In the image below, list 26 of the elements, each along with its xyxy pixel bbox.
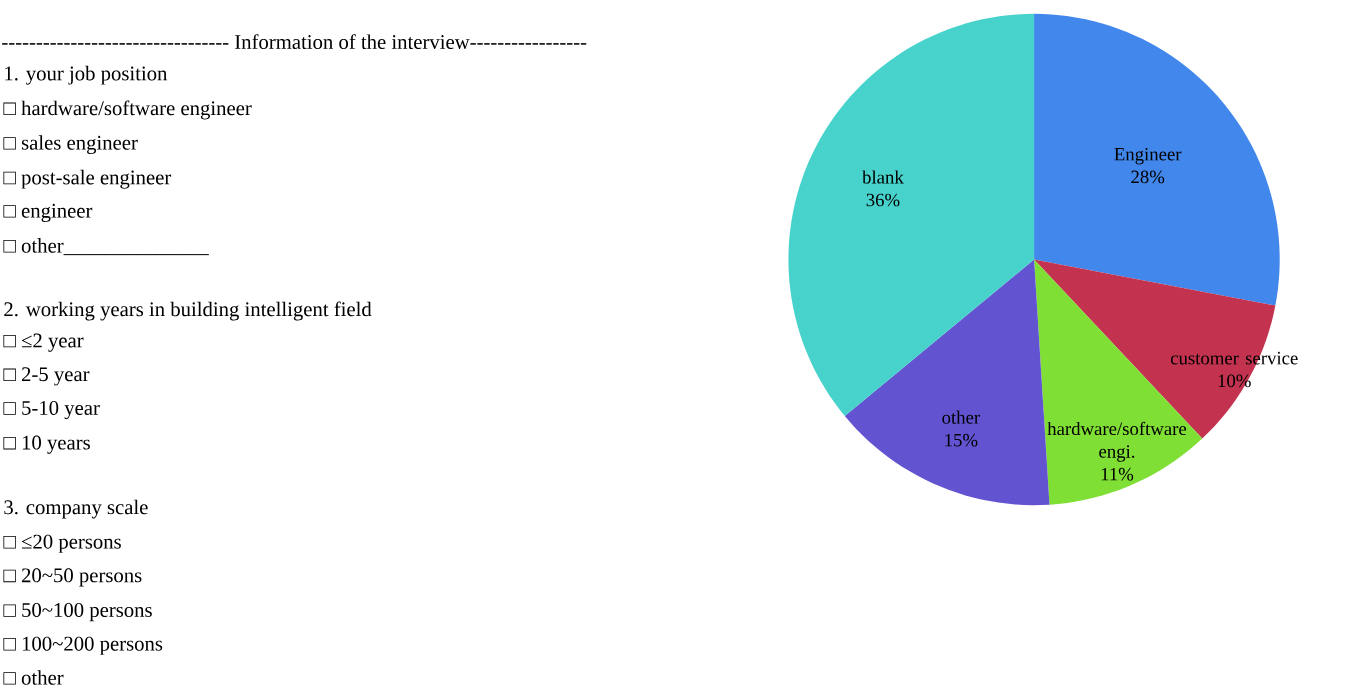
data-label: 11% bbox=[1101, 467, 1134, 481]
text: □ 5-10 year bbox=[3, 400, 100, 419]
text: □ 10 years bbox=[3, 435, 90, 454]
slice-label: hardware/software engi. bbox=[1047, 421, 1187, 462]
text: --------------------------------- Information of the interview----------------- bbox=[2, 34, 587, 49]
text: 1. your job position bbox=[5, 65, 168, 85]
text: □ ≤2 year bbox=[3, 333, 84, 352]
text: □ 50~100 persons bbox=[3, 602, 152, 622]
slice-label: blank bbox=[862, 170, 904, 184]
text: □ 100~200 persons bbox=[3, 636, 163, 655]
data-label: 15% bbox=[945, 433, 978, 447]
text: □ 20~50 persons bbox=[3, 568, 142, 587]
text: □ hardware/software engineer bbox=[3, 100, 252, 120]
slice-label: other bbox=[942, 410, 980, 424]
data-label: 36% bbox=[866, 193, 900, 207]
text: □ other bbox=[3, 670, 64, 685]
text: □ engineer bbox=[3, 203, 93, 222]
text: □ other______________ bbox=[3, 237, 209, 255]
slice-label: Engineer bbox=[1114, 147, 1182, 165]
data-label: 28% bbox=[1131, 170, 1165, 184]
text: □ ≤20 persons bbox=[3, 534, 121, 553]
text: 2. working years in building intelligent field bbox=[4, 301, 372, 321]
text: □ sales engineer bbox=[3, 135, 138, 154]
text: □ post-sale engineer bbox=[3, 169, 172, 189]
text: 3. company scale bbox=[4, 499, 148, 519]
text: □ 2-5 year bbox=[3, 367, 90, 386]
